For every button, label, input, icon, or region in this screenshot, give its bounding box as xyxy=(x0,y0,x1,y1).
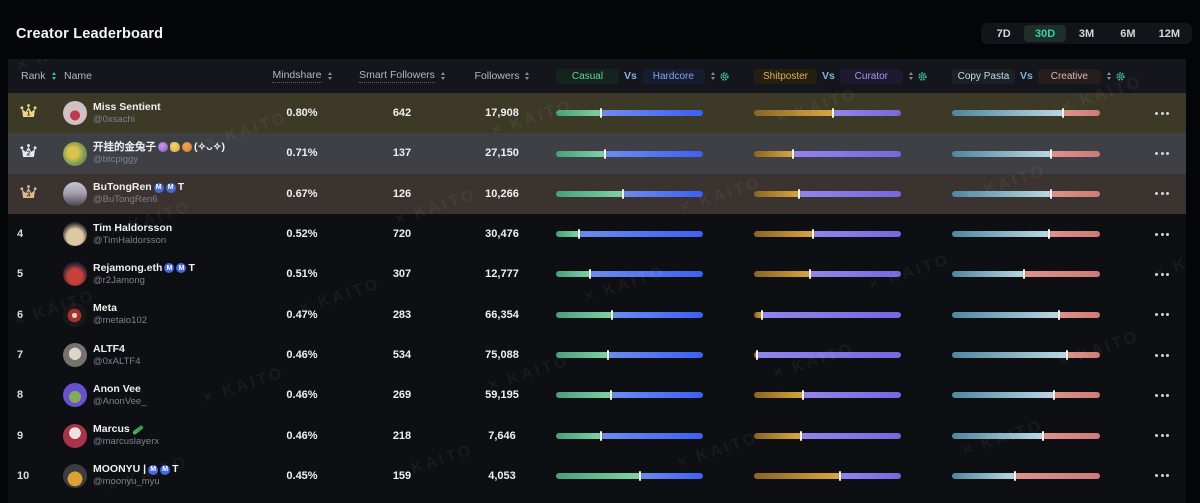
svg-text:2: 2 xyxy=(26,149,30,158)
svg-text:3: 3 xyxy=(26,190,30,199)
svg-text:1: 1 xyxy=(26,109,30,118)
